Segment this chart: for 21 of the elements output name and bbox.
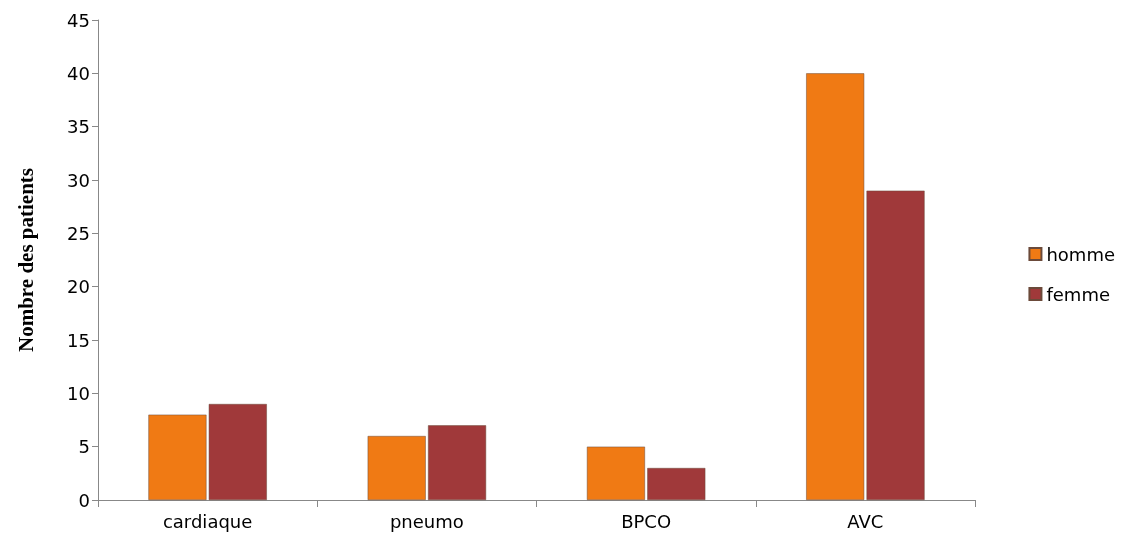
x-tick-label: BPCO	[621, 510, 672, 532]
y-tick-label: 25	[67, 222, 90, 244]
x-tick-label: pneumo	[389, 510, 464, 532]
y-tick-label: 20	[67, 276, 90, 298]
bar	[367, 436, 426, 500]
y-tick-label: 0	[78, 489, 90, 511]
legend-label: homme	[1046, 243, 1116, 265]
y-tick-label: 15	[67, 329, 90, 351]
bar	[647, 468, 706, 500]
x-tick-label: cardiaque	[162, 510, 253, 532]
y-tick-label: 40	[67, 62, 90, 84]
bar	[586, 446, 645, 500]
y-tick-label: 30	[67, 169, 90, 191]
y-tick-label: 5	[78, 436, 90, 458]
y-axis-title: Nombre des patients	[13, 168, 38, 352]
y-tick-label: 45	[67, 9, 90, 31]
bar	[428, 425, 487, 500]
y-tick-label: 10	[67, 382, 90, 404]
legend-label: femme	[1046, 283, 1110, 305]
y-tick-label: 35	[67, 116, 90, 138]
x-tick-label: AVC	[847, 510, 884, 532]
